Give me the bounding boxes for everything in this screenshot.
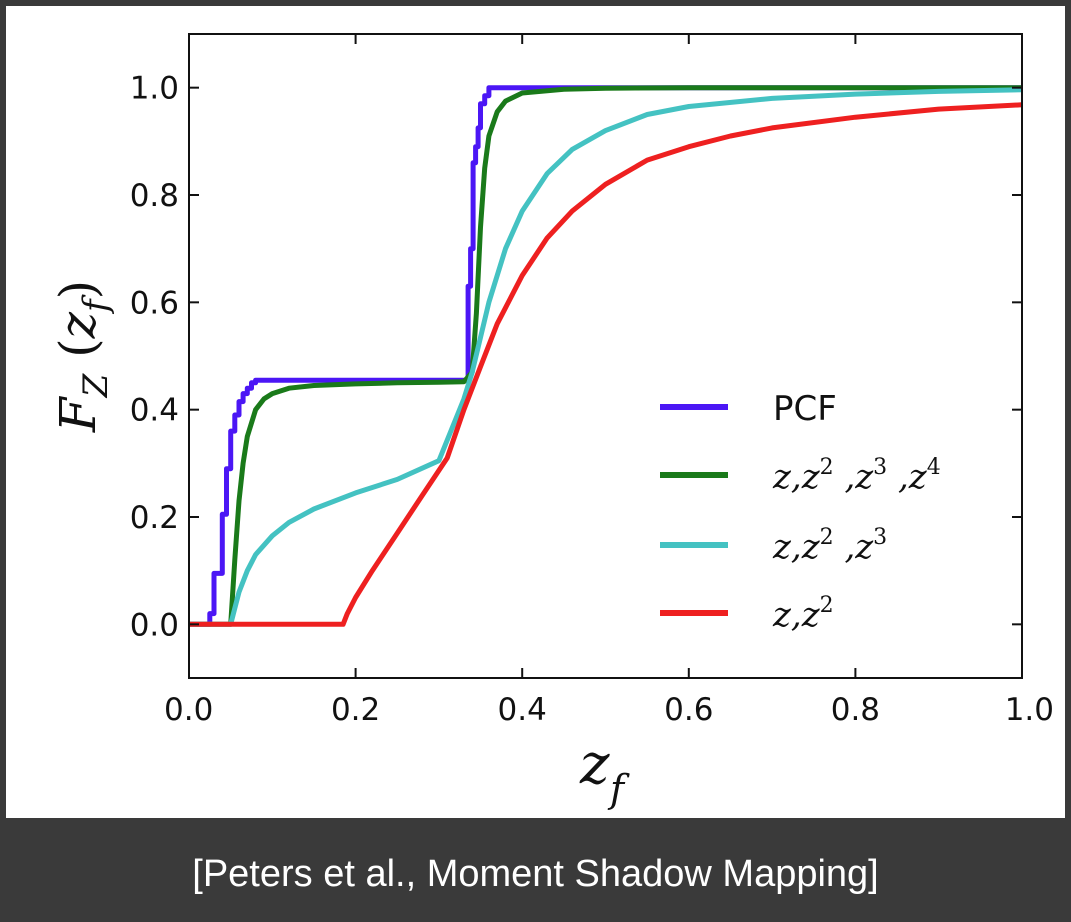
- x-tick-label-1: 0.2: [331, 692, 380, 728]
- x-tick-label-4: 0.8: [831, 692, 880, 728]
- caption: [Peters et al., Moment Shadow Mapping]: [192, 852, 879, 895]
- y-axis-label-text: FZ (zf): [49, 280, 116, 433]
- legend-label-z2: z,z2​: [772, 593, 834, 635]
- y-tick-label-3: 0.6: [130, 285, 179, 321]
- x-tick-label-0: 0.0: [164, 692, 213, 728]
- y-tick-label-1: 0.2: [130, 500, 179, 536]
- y-tick-label-2: 0.4: [130, 393, 179, 429]
- y-tick-label-4: 0.8: [130, 178, 179, 214]
- legend-label-z4: z,z2​ ,z3​ ,z4​: [772, 455, 941, 497]
- y-tick-label-5: 1.0: [130, 71, 179, 107]
- legend-label-pcf: PCF: [773, 389, 837, 429]
- x-axis-label-sub: f: [607, 767, 630, 811]
- series-layer: [189, 85, 1022, 627]
- series-line-3: [189, 102, 1022, 627]
- x-tick-label-2: 0.4: [498, 692, 547, 728]
- series-line-2: [189, 87, 1022, 627]
- y-tick-label-0: 0.0: [130, 607, 179, 643]
- figure-panel: [6, 6, 1065, 818]
- y-axis-label: FZ (zf): [49, 280, 116, 433]
- x-axis-label-main: z: [579, 732, 610, 797]
- legend-label-z3: z,z2​ ,z3​: [772, 525, 887, 567]
- x-tick-label-5: 1.0: [1005, 692, 1054, 728]
- x-tick-label-3: 0.6: [664, 692, 713, 728]
- legend: PCF z,z2​ ,z3​ ,z4​ z,z2​ ,z3​ z,z2​: [660, 389, 941, 635]
- ticks-layer: 0.0 0.2 0.4 0.6 0.8 1.0 0.0 0.2 0.4 0.6 0.8 1.0: [130, 34, 1054, 728]
- plot-frame: [188, 33, 1023, 679]
- x-axis-label: z f: [579, 732, 630, 811]
- series-line-1: [189, 85, 1022, 627]
- series-line-0: [189, 85, 1022, 627]
